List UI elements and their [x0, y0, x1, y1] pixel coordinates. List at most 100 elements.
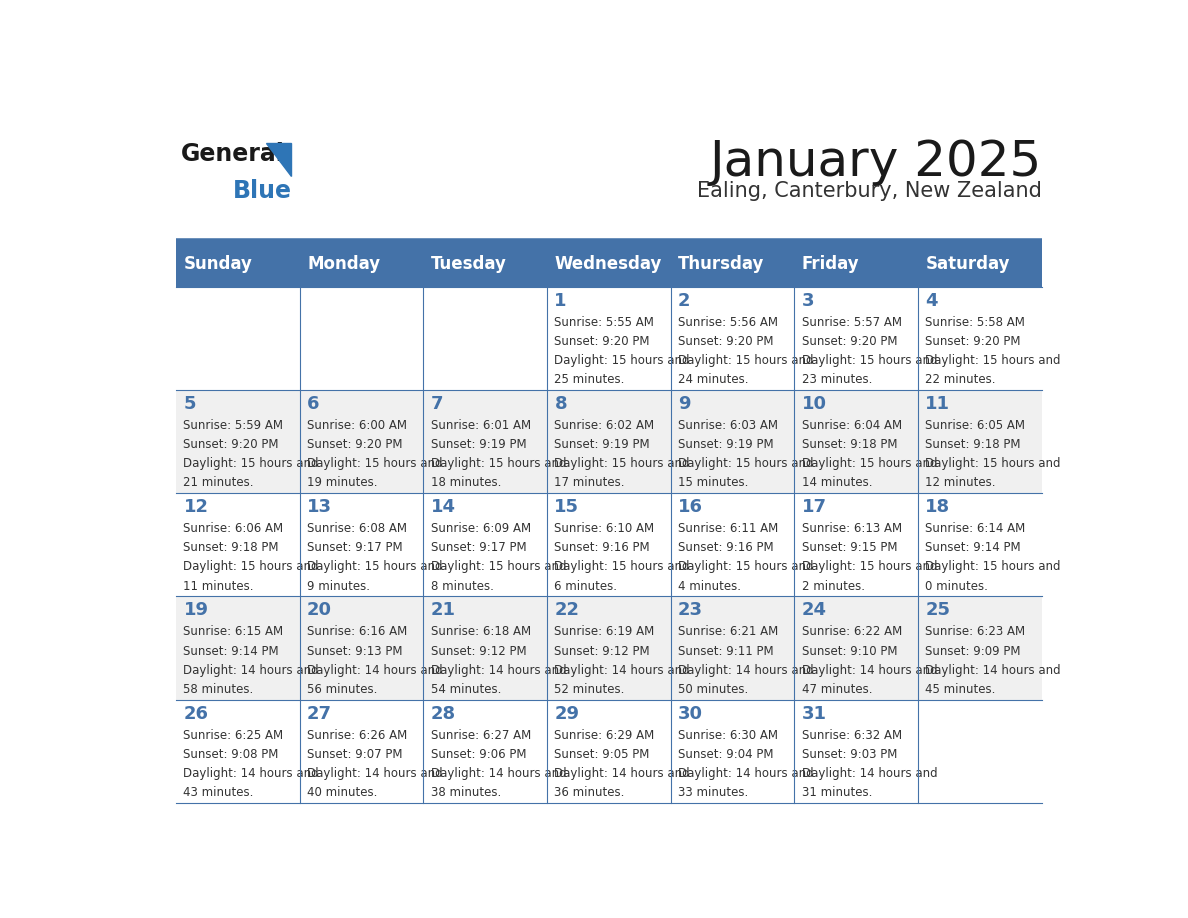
- Text: Sunrise: 6:13 AM: Sunrise: 6:13 AM: [802, 522, 902, 535]
- Text: Blue: Blue: [233, 179, 292, 203]
- Text: Sunrise: 6:29 AM: Sunrise: 6:29 AM: [555, 729, 655, 742]
- Text: 5: 5: [183, 395, 196, 413]
- Text: Sunset: 9:09 PM: Sunset: 9:09 PM: [925, 644, 1020, 657]
- Text: Daylight: 15 hours and: Daylight: 15 hours and: [678, 354, 814, 367]
- Text: Sunset: 9:15 PM: Sunset: 9:15 PM: [802, 542, 897, 554]
- Text: Daylight: 15 hours and: Daylight: 15 hours and: [802, 560, 937, 574]
- Text: Saturday: Saturday: [925, 255, 1010, 273]
- Text: Sunrise: 6:21 AM: Sunrise: 6:21 AM: [678, 625, 778, 638]
- Text: Sunset: 9:08 PM: Sunset: 9:08 PM: [183, 748, 279, 761]
- Text: Sunset: 9:18 PM: Sunset: 9:18 PM: [183, 542, 279, 554]
- Text: 1: 1: [555, 292, 567, 309]
- Text: 22 minutes.: 22 minutes.: [925, 373, 996, 386]
- Text: Daylight: 15 hours and: Daylight: 15 hours and: [308, 457, 443, 470]
- Text: Daylight: 14 hours and: Daylight: 14 hours and: [308, 767, 443, 779]
- Text: 25: 25: [925, 601, 950, 620]
- Text: 33 minutes.: 33 minutes.: [678, 786, 748, 799]
- Text: 11 minutes.: 11 minutes.: [183, 579, 254, 592]
- Bar: [176, 286, 1042, 390]
- Text: 4: 4: [925, 292, 937, 309]
- Text: Sunrise: 6:14 AM: Sunrise: 6:14 AM: [925, 522, 1025, 535]
- Text: Sunrise: 6:32 AM: Sunrise: 6:32 AM: [802, 729, 902, 742]
- Bar: [176, 700, 1042, 803]
- Text: Sunrise: 6:08 AM: Sunrise: 6:08 AM: [308, 522, 407, 535]
- Text: Sunrise: 6:27 AM: Sunrise: 6:27 AM: [431, 729, 531, 742]
- Text: Daylight: 14 hours and: Daylight: 14 hours and: [802, 664, 937, 677]
- Text: 54 minutes.: 54 minutes.: [431, 683, 501, 696]
- Text: Daylight: 14 hours and: Daylight: 14 hours and: [555, 664, 690, 677]
- Text: Sunrise: 6:25 AM: Sunrise: 6:25 AM: [183, 729, 284, 742]
- Text: Sunrise: 6:19 AM: Sunrise: 6:19 AM: [555, 625, 655, 638]
- Text: 6: 6: [308, 395, 320, 413]
- Text: 27: 27: [308, 705, 333, 722]
- Text: 19 minutes.: 19 minutes.: [308, 476, 378, 489]
- Text: 38 minutes.: 38 minutes.: [431, 786, 501, 799]
- Text: 58 minutes.: 58 minutes.: [183, 683, 254, 696]
- Text: 29: 29: [555, 705, 580, 722]
- Text: Daylight: 14 hours and: Daylight: 14 hours and: [678, 767, 814, 779]
- Text: Sunset: 9:17 PM: Sunset: 9:17 PM: [308, 542, 403, 554]
- Text: Daylight: 14 hours and: Daylight: 14 hours and: [308, 664, 443, 677]
- Text: Daylight: 14 hours and: Daylight: 14 hours and: [431, 664, 567, 677]
- Text: 4 minutes.: 4 minutes.: [678, 579, 741, 592]
- Text: 8 minutes.: 8 minutes.: [431, 579, 494, 592]
- Text: Sunset: 9:12 PM: Sunset: 9:12 PM: [431, 644, 526, 657]
- Text: Sunset: 9:16 PM: Sunset: 9:16 PM: [678, 542, 773, 554]
- Text: 24 minutes.: 24 minutes.: [678, 373, 748, 386]
- Text: Sunset: 9:20 PM: Sunset: 9:20 PM: [183, 438, 279, 451]
- Text: Sunrise: 6:22 AM: Sunrise: 6:22 AM: [802, 625, 902, 638]
- Text: Sunset: 9:14 PM: Sunset: 9:14 PM: [183, 644, 279, 657]
- Text: Daylight: 14 hours and: Daylight: 14 hours and: [925, 664, 1061, 677]
- Text: Sunset: 9:20 PM: Sunset: 9:20 PM: [678, 335, 773, 348]
- Text: Sunrise: 6:00 AM: Sunrise: 6:00 AM: [308, 419, 407, 432]
- Text: 6 minutes.: 6 minutes.: [555, 579, 618, 592]
- Text: Sunset: 9:20 PM: Sunset: 9:20 PM: [308, 438, 403, 451]
- Text: Monday: Monday: [308, 255, 380, 273]
- Text: Daylight: 14 hours and: Daylight: 14 hours and: [183, 664, 320, 677]
- Text: Daylight: 14 hours and: Daylight: 14 hours and: [555, 767, 690, 779]
- Text: Daylight: 15 hours and: Daylight: 15 hours and: [925, 354, 1061, 367]
- Text: Daylight: 14 hours and: Daylight: 14 hours and: [678, 664, 814, 677]
- Text: Daylight: 15 hours and: Daylight: 15 hours and: [802, 354, 937, 367]
- Text: Sunrise: 5:59 AM: Sunrise: 5:59 AM: [183, 419, 284, 432]
- Text: 15 minutes.: 15 minutes.: [678, 476, 748, 489]
- Text: Sunset: 9:20 PM: Sunset: 9:20 PM: [555, 335, 650, 348]
- Text: Daylight: 15 hours and: Daylight: 15 hours and: [678, 457, 814, 470]
- Text: Daylight: 14 hours and: Daylight: 14 hours and: [431, 767, 567, 779]
- Bar: [176, 241, 1042, 286]
- Text: 16: 16: [678, 498, 703, 516]
- Text: 50 minutes.: 50 minutes.: [678, 683, 748, 696]
- Text: Daylight: 15 hours and: Daylight: 15 hours and: [678, 560, 814, 574]
- Text: Thursday: Thursday: [678, 255, 764, 273]
- Text: Sunrise: 6:09 AM: Sunrise: 6:09 AM: [431, 522, 531, 535]
- Text: Sunset: 9:18 PM: Sunset: 9:18 PM: [802, 438, 897, 451]
- Text: Sunset: 9:20 PM: Sunset: 9:20 PM: [802, 335, 897, 348]
- Text: Daylight: 15 hours and: Daylight: 15 hours and: [183, 457, 320, 470]
- Bar: [176, 493, 1042, 597]
- Text: 31 minutes.: 31 minutes.: [802, 786, 872, 799]
- Text: Sunrise: 6:16 AM: Sunrise: 6:16 AM: [308, 625, 407, 638]
- Text: 7: 7: [431, 395, 443, 413]
- Text: 18 minutes.: 18 minutes.: [431, 476, 501, 489]
- Text: Sunrise: 6:04 AM: Sunrise: 6:04 AM: [802, 419, 902, 432]
- Text: Sunrise: 6:06 AM: Sunrise: 6:06 AM: [183, 522, 284, 535]
- Text: January 2025: January 2025: [709, 139, 1042, 186]
- Text: General: General: [181, 142, 285, 166]
- Text: 9: 9: [678, 395, 690, 413]
- Text: Daylight: 15 hours and: Daylight: 15 hours and: [555, 354, 690, 367]
- Text: Friday: Friday: [802, 255, 859, 273]
- Text: 0 minutes.: 0 minutes.: [925, 579, 988, 592]
- Text: Daylight: 15 hours and: Daylight: 15 hours and: [555, 457, 690, 470]
- Text: Sunday: Sunday: [183, 255, 252, 273]
- Text: 25 minutes.: 25 minutes.: [555, 373, 625, 386]
- Text: Sunset: 9:11 PM: Sunset: 9:11 PM: [678, 644, 773, 657]
- Text: Tuesday: Tuesday: [431, 255, 506, 273]
- Text: 17: 17: [802, 498, 827, 516]
- Text: Daylight: 15 hours and: Daylight: 15 hours and: [802, 457, 937, 470]
- Text: Daylight: 15 hours and: Daylight: 15 hours and: [925, 560, 1061, 574]
- Text: Sunset: 9:17 PM: Sunset: 9:17 PM: [431, 542, 526, 554]
- Text: Sunset: 9:18 PM: Sunset: 9:18 PM: [925, 438, 1020, 451]
- Text: 12: 12: [183, 498, 208, 516]
- Text: Daylight: 14 hours and: Daylight: 14 hours and: [183, 767, 320, 779]
- Text: 15: 15: [555, 498, 580, 516]
